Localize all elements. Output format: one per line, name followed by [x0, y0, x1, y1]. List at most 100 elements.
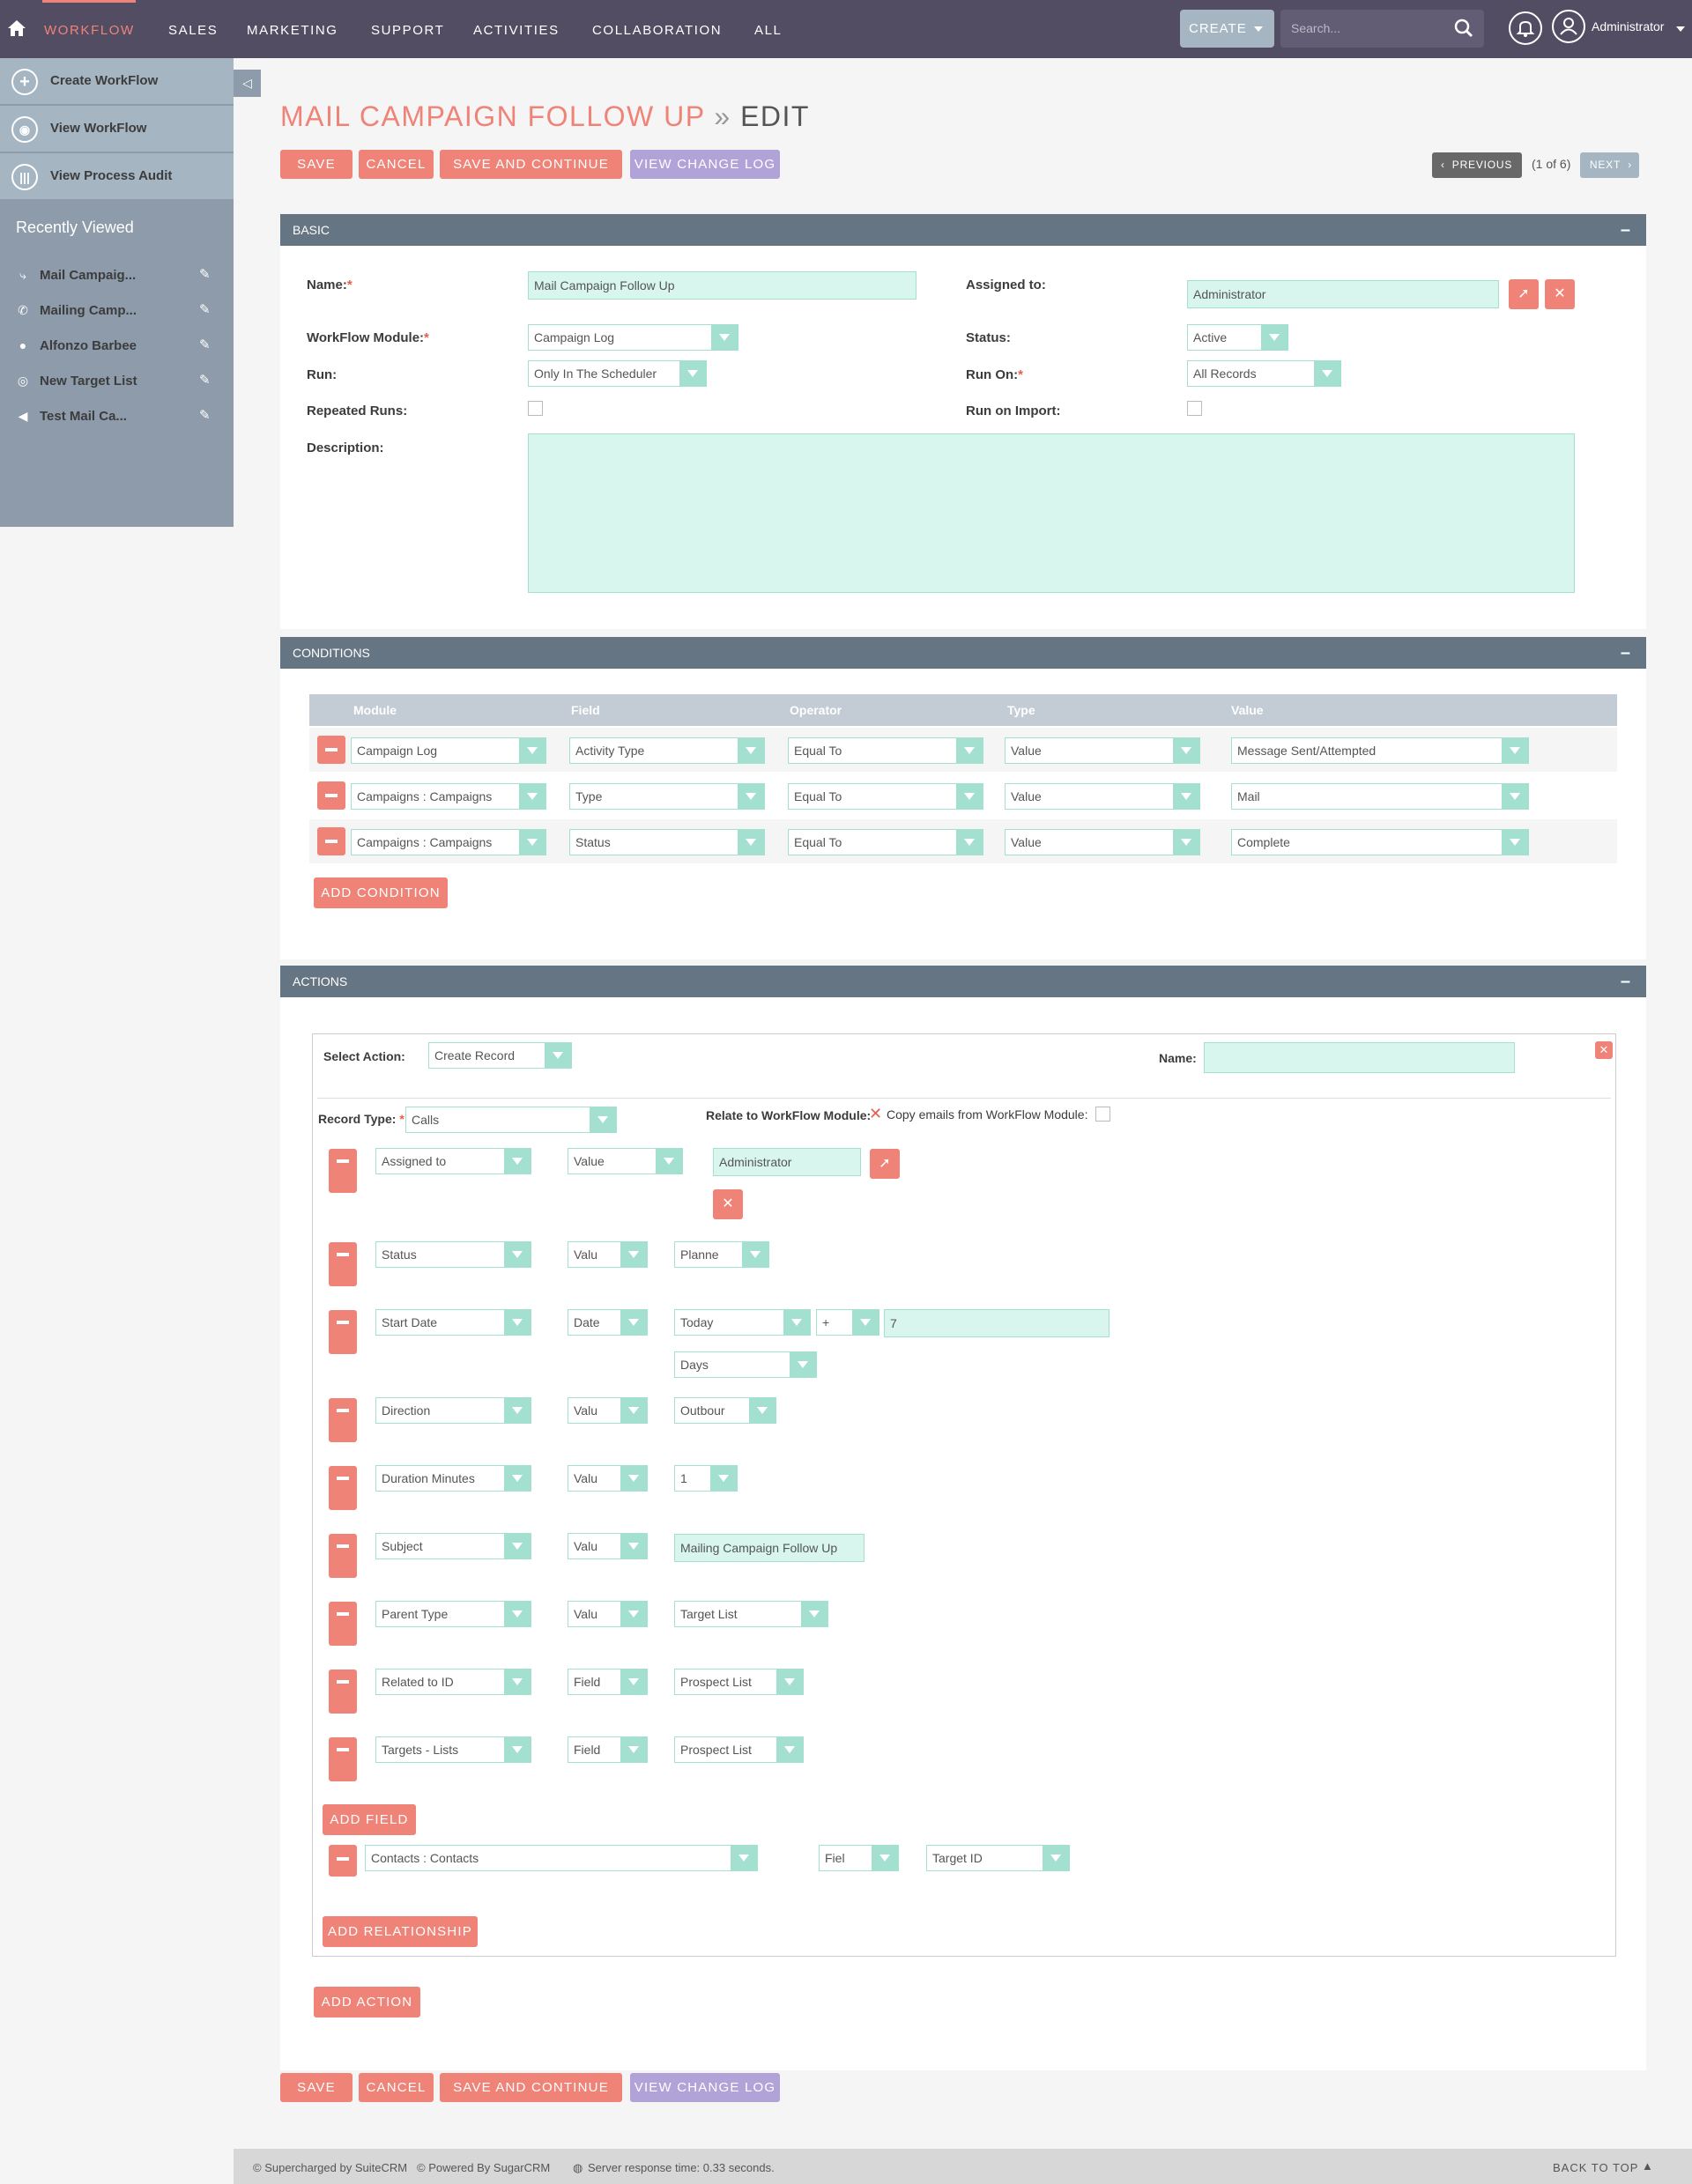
- sidebar-create-workflow[interactable]: + Create WorkFlow: [0, 58, 234, 105]
- action-type-select[interactable]: Valu: [568, 1241, 648, 1268]
- create-button[interactable]: CREATE: [1180, 10, 1274, 48]
- condition-value-select[interactable]: Complete: [1231, 829, 1529, 855]
- add-condition-button[interactable]: ADD CONDITION: [314, 877, 448, 908]
- remove-relationship-minus-icon[interactable]: [329, 1845, 357, 1877]
- action-type-select[interactable]: Date: [568, 1309, 648, 1336]
- recent-item[interactable]: ◀ Test Mail Ca... ✎: [0, 398, 234, 433]
- date-operator-select[interactable]: +: [816, 1309, 879, 1336]
- collapse-minus-icon[interactable]: –: [1620, 643, 1630, 663]
- add-field-button[interactable]: ADD FIELD: [323, 1804, 416, 1835]
- condition-type-select[interactable]: Value: [1005, 783, 1200, 810]
- recent-item[interactable]: ✆ Mailing Camp... ✎: [0, 292, 234, 328]
- edit-pencil-icon[interactable]: ✎: [199, 302, 211, 317]
- action-value-select[interactable]: Prospect List: [674, 1736, 804, 1763]
- remove-field-minus-icon[interactable]: [329, 1534, 357, 1578]
- condition-type-select[interactable]: Value: [1005, 829, 1200, 855]
- action-type-select[interactable]: Valu: [568, 1601, 648, 1627]
- run-on-import-checkbox[interactable]: [1187, 401, 1202, 416]
- remove-condition-minus-icon[interactable]: [317, 827, 345, 855]
- date-unit-select[interactable]: Days: [674, 1351, 817, 1378]
- action-field-select[interactable]: Duration Minutes: [375, 1465, 531, 1492]
- condition-operator-select[interactable]: Equal To: [788, 737, 983, 764]
- record-type-select[interactable]: Calls: [405, 1107, 617, 1133]
- edit-pencil-icon[interactable]: ✎: [199, 408, 211, 423]
- remove-field-minus-icon[interactable]: [329, 1602, 357, 1646]
- user-menu-caret-icon[interactable]: [1676, 26, 1685, 32]
- basic-panel-header[interactable]: BASIC –: [280, 214, 1646, 246]
- description-textarea[interactable]: [528, 433, 1575, 593]
- date-base-select[interactable]: Today: [674, 1309, 811, 1336]
- action-value-select[interactable]: Planne: [674, 1241, 769, 1268]
- save-and-continue-button-bottom[interactable]: SAVE AND CONTINUE: [440, 2073, 622, 2102]
- workflow-module-select[interactable]: Campaign Log: [528, 324, 738, 351]
- nav-marketing[interactable]: MARKETING: [247, 23, 338, 38]
- add-relationship-button[interactable]: ADD RELATIONSHIP: [323, 1916, 478, 1947]
- next-button[interactable]: NEXT ›: [1580, 152, 1639, 178]
- action-assigned-user-field[interactable]: Administrator: [713, 1148, 861, 1176]
- relationship-module-select[interactable]: Contacts : Contacts: [365, 1845, 758, 1871]
- save-and-continue-button[interactable]: SAVE AND CONTINUE: [440, 150, 622, 179]
- remove-field-minus-icon[interactable]: [329, 1466, 357, 1510]
- condition-type-select[interactable]: Value: [1005, 737, 1200, 764]
- date-amount-field[interactable]: 7: [884, 1309, 1109, 1337]
- action-subject-field[interactable]: Mailing Campaign Follow Up: [674, 1534, 865, 1562]
- name-field[interactable]: Mail Campaign Follow Up: [528, 271, 916, 300]
- run-on-select[interactable]: All Records: [1187, 360, 1341, 387]
- cancel-button-bottom[interactable]: CANCEL: [359, 2073, 434, 2102]
- previous-button[interactable]: ‹ PREVIOUS: [1432, 152, 1522, 178]
- remove-field-minus-icon[interactable]: [329, 1737, 357, 1781]
- sidebar-view-process-audit[interactable]: ||| View Process Audit: [0, 153, 234, 200]
- user-avatar-icon[interactable]: [1552, 10, 1585, 43]
- view-change-log-button[interactable]: VIEW CHANGE LOG: [630, 150, 780, 179]
- view-change-log-button-bottom[interactable]: VIEW CHANGE LOG: [630, 2073, 780, 2102]
- action-type-select[interactable]: Valu: [568, 1397, 648, 1424]
- actions-panel-header[interactable]: ACTIONS –: [280, 966, 1646, 997]
- cancel-button[interactable]: CANCEL: [359, 150, 434, 179]
- action-type-select[interactable]: Value: [568, 1148, 683, 1174]
- condition-operator-select[interactable]: Equal To: [788, 783, 983, 810]
- edit-pencil-icon[interactable]: ✎: [199, 373, 211, 388]
- action-field-select[interactable]: Assigned to: [375, 1148, 531, 1174]
- remove-field-minus-icon[interactable]: [329, 1310, 357, 1354]
- nav-activities[interactable]: ACTIVITIES: [473, 23, 560, 38]
- relationship-type-select[interactable]: Fiel: [819, 1845, 899, 1871]
- condition-module-select[interactable]: Campaign Log: [351, 737, 546, 764]
- condition-value-select[interactable]: Message Sent/Attempted: [1231, 737, 1529, 764]
- user-menu-name[interactable]: Administrator: [1592, 19, 1665, 33]
- action-field-select[interactable]: Direction: [375, 1397, 531, 1424]
- nav-all[interactable]: ALL: [754, 23, 783, 38]
- edit-pencil-icon[interactable]: ✎: [199, 337, 211, 352]
- nav-workflow[interactable]: WORKFLOW: [44, 23, 135, 38]
- assigned-to-field[interactable]: Administrator: [1187, 280, 1499, 308]
- search-icon[interactable]: [1454, 19, 1473, 38]
- recent-item[interactable]: ⤷ Mail Campaig... ✎: [0, 257, 234, 292]
- save-button[interactable]: SAVE: [280, 150, 352, 179]
- condition-field-select[interactable]: Type: [569, 783, 765, 810]
- status-select[interactable]: Active: [1187, 324, 1288, 351]
- collapse-minus-icon[interactable]: –: [1620, 972, 1630, 991]
- select-action-select[interactable]: Create Record: [428, 1042, 572, 1069]
- edit-pencil-icon[interactable]: ✎: [199, 267, 211, 282]
- action-field-select[interactable]: Related to ID: [375, 1669, 531, 1695]
- condition-value-select[interactable]: Mail: [1231, 783, 1529, 810]
- recent-item[interactable]: ◎ New Target List ✎: [0, 363, 234, 398]
- nav-support[interactable]: SUPPORT: [371, 23, 445, 38]
- notification-bell-icon[interactable]: [1509, 11, 1542, 45]
- copy-emails-checkbox[interactable]: [1095, 1107, 1110, 1122]
- remove-action-x-icon[interactable]: ✕: [1595, 1041, 1613, 1059]
- action-field-select[interactable]: Targets - Lists: [375, 1736, 531, 1763]
- run-select[interactable]: Only In The Scheduler: [528, 360, 707, 387]
- collapse-minus-icon[interactable]: –: [1620, 220, 1630, 240]
- sugarcrm-credit-link[interactable]: © Powered By SugarCRM: [417, 2161, 551, 2174]
- action-field-select[interactable]: Start Date: [375, 1309, 531, 1336]
- conditions-panel-header[interactable]: CONDITIONS –: [280, 637, 1646, 669]
- select-user-cursor-icon[interactable]: ➚: [1509, 279, 1539, 309]
- recent-item-label[interactable]: Alfonzo Barbee: [40, 338, 137, 353]
- action-name-field[interactable]: [1204, 1042, 1515, 1073]
- condition-operator-select[interactable]: Equal To: [788, 829, 983, 855]
- recent-item-label[interactable]: Mail Campaig...: [40, 268, 137, 283]
- sidebar-collapse-icon[interactable]: ◁: [234, 70, 261, 97]
- remove-condition-minus-icon[interactable]: [317, 736, 345, 764]
- action-type-select[interactable]: Field: [568, 1736, 648, 1763]
- action-field-select[interactable]: Parent Type: [375, 1601, 531, 1627]
